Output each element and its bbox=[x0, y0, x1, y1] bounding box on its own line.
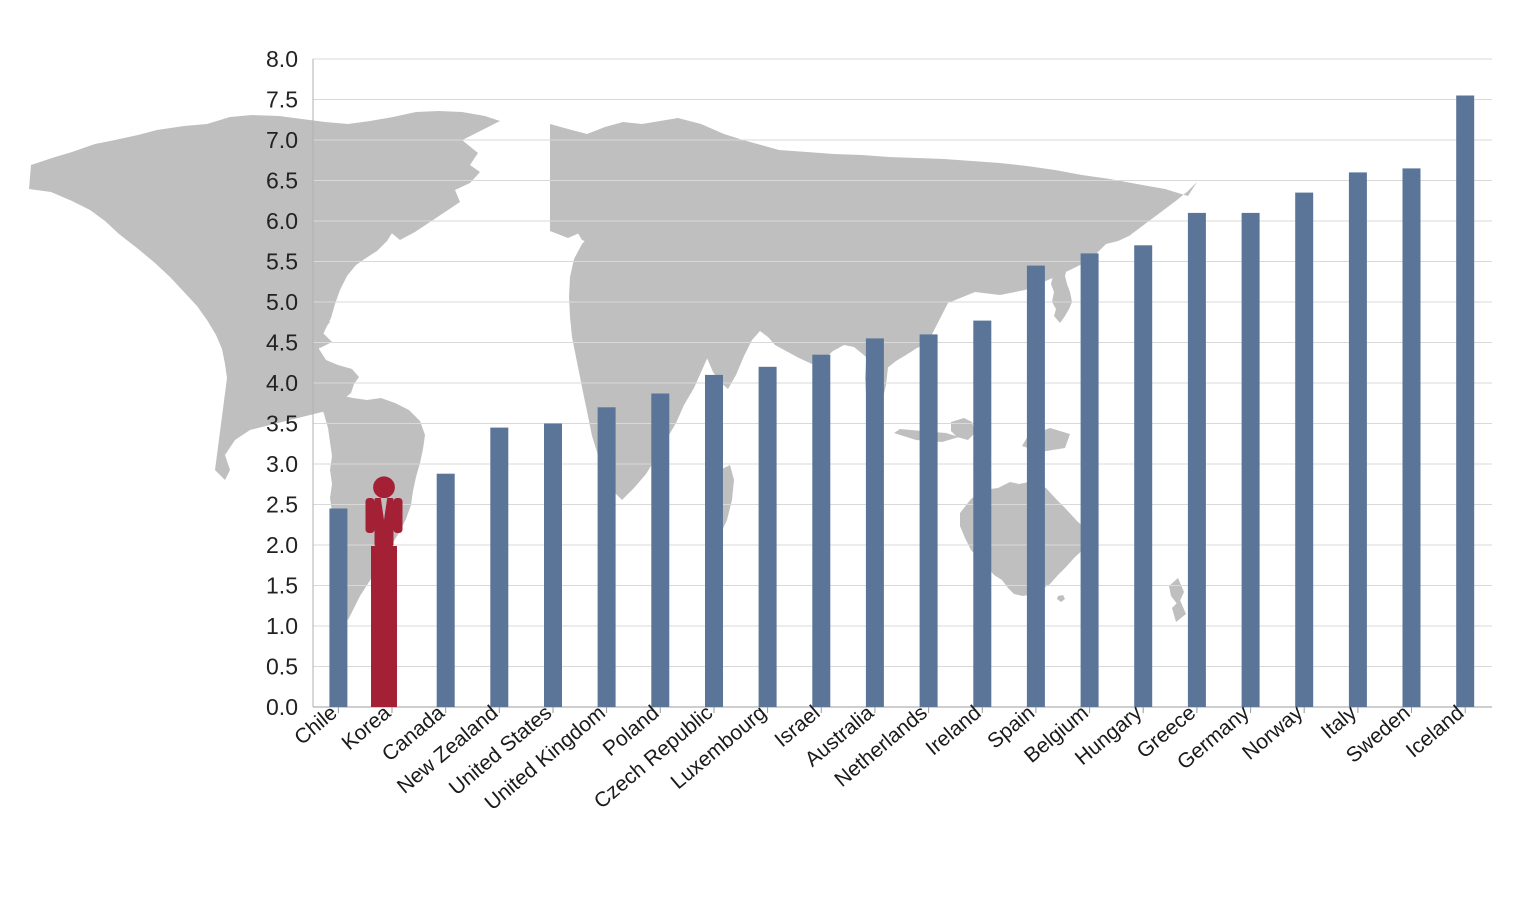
svg-text:Norway: Norway bbox=[1238, 701, 1308, 765]
svg-text:0.5: 0.5 bbox=[266, 654, 298, 680]
svg-text:5.0: 5.0 bbox=[266, 289, 298, 315]
svg-text:4.5: 4.5 bbox=[266, 330, 298, 356]
svg-text:7.5: 7.5 bbox=[266, 87, 298, 113]
svg-text:1.0: 1.0 bbox=[266, 613, 298, 639]
svg-text:8.0: 8.0 bbox=[266, 46, 298, 72]
svg-text:3.0: 3.0 bbox=[266, 451, 298, 477]
svg-text:2.5: 2.5 bbox=[266, 492, 298, 518]
svg-text:6.5: 6.5 bbox=[266, 168, 298, 194]
svg-text:6.0: 6.0 bbox=[266, 208, 298, 234]
svg-text:3.5: 3.5 bbox=[266, 411, 298, 437]
svg-text:Netherlands: Netherlands bbox=[830, 701, 932, 791]
svg-text:2.0: 2.0 bbox=[266, 532, 298, 558]
svg-text:5.5: 5.5 bbox=[266, 249, 298, 275]
svg-text:4.0: 4.0 bbox=[266, 370, 298, 396]
svg-text:Ireland: Ireland bbox=[922, 701, 986, 760]
svg-text:7.0: 7.0 bbox=[266, 127, 298, 153]
svg-text:0.0: 0.0 bbox=[266, 694, 298, 720]
svg-text:1.5: 1.5 bbox=[266, 573, 298, 599]
